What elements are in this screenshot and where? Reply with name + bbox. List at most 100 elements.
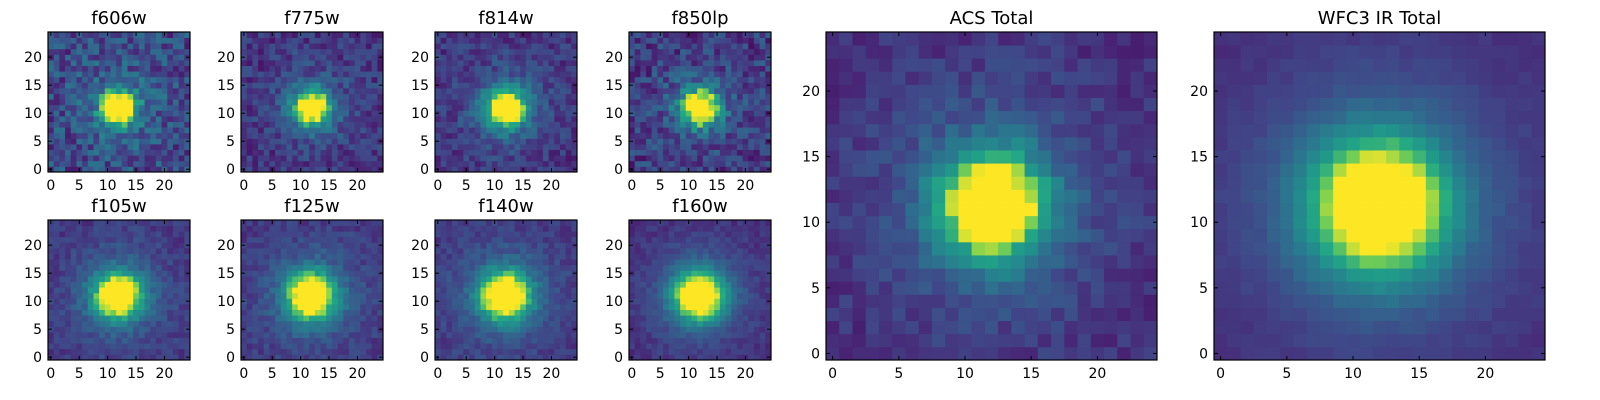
heatmap-cell: [178, 93, 185, 100]
heatmap-cell: [731, 166, 738, 173]
heatmap-cell: [59, 225, 66, 232]
heatmap-cell: [365, 348, 373, 355]
heatmap-cell: [286, 270, 293, 277]
heatmap-cell: [155, 332, 162, 338]
heatmap-cell: [309, 144, 316, 150]
heatmap-cell: [303, 253, 310, 260]
heatmap-cell: [742, 110, 749, 117]
panel-title: f606w: [91, 8, 146, 29]
heatmap-cell: [486, 82, 493, 89]
heatmap-cell: [314, 116, 321, 122]
heatmap-cell: [514, 315, 521, 322]
heatmap-cell: [377, 93, 384, 100]
heatmap-cell: [241, 236, 248, 243]
heatmap-cell: [651, 48, 658, 55]
heatmap-cell: [640, 326, 647, 333]
heatmap-cell: [697, 110, 704, 117]
heatmap-cell: [731, 99, 738, 106]
heatmap-cell: [469, 132, 476, 139]
heatmap-cell: [314, 287, 321, 294]
heatmap-cell: [668, 93, 675, 100]
heatmap-cell: [246, 248, 253, 254]
heatmap-cell: [178, 326, 185, 333]
heatmap-cell: [668, 309, 675, 316]
heatmap-cell: [486, 326, 493, 333]
heatmap-cell: [765, 287, 772, 294]
heatmap-cell: [331, 343, 338, 350]
heatmap-cell: [292, 144, 299, 150]
heatmap-cell: [76, 116, 83, 122]
heatmap-cell: [708, 287, 715, 294]
heatmap-cell: [331, 71, 338, 78]
heatmap-cell: [371, 104, 378, 111]
heatmap-cell: [172, 337, 180, 344]
heatmap-cell: [343, 332, 350, 338]
heatmap-cell: [634, 60, 641, 66]
heatmap-cell: [651, 160, 658, 167]
heatmap-cell: [286, 149, 293, 156]
heatmap-cell: [452, 281, 459, 288]
heatmap-cell: [725, 132, 732, 139]
heatmap-cell: [70, 225, 77, 232]
heatmap-cell: [354, 82, 361, 89]
heatmap-cell: [360, 144, 367, 150]
heatmap-cell: [548, 264, 555, 271]
heatmap-cell: [657, 54, 664, 61]
heatmap-cell: [685, 121, 692, 128]
heatmap-cell: [640, 149, 647, 156]
heatmap-cell: [258, 304, 265, 310]
heatmap-cell: [263, 326, 270, 333]
heatmap-cell: [651, 155, 658, 162]
heatmap-cell: [292, 281, 299, 288]
heatmap-cell: [87, 54, 94, 61]
heatmap-cell: [748, 54, 755, 61]
heatmap-cell: [99, 65, 106, 72]
heatmap-cell: [446, 155, 453, 162]
heatmap-cell: [70, 93, 77, 100]
heatmap-cell: [463, 292, 470, 299]
heatmap-cell: [150, 248, 157, 254]
heatmap-cell: [680, 110, 687, 117]
heatmap-cell: [508, 160, 515, 167]
heatmap-cell: [155, 225, 162, 232]
heatmap-cell: [82, 166, 89, 173]
heatmap-cell: [508, 248, 515, 254]
heatmap-cell: [742, 88, 749, 94]
heatmap-cell: [246, 37, 253, 44]
heatmap-cell: [172, 54, 180, 61]
heatmap-cell: [542, 71, 549, 78]
heatmap-cell: [303, 304, 310, 310]
heatmap-cell: [571, 264, 578, 271]
heatmap-cell: [697, 292, 704, 299]
heatmap-cell: [87, 343, 94, 350]
heatmap-cell: [138, 60, 145, 66]
heatmap-cell: [736, 298, 743, 305]
heatmap-cell: [70, 292, 77, 299]
heatmap-cell: [138, 253, 145, 260]
heatmap-cell: [354, 253, 361, 260]
heatmap-cell: [753, 287, 761, 294]
heatmap-cell: [53, 287, 60, 294]
heatmap-cell: [525, 304, 532, 310]
heatmap-cell: [269, 110, 276, 117]
heatmap-cell: [309, 48, 316, 55]
heatmap-cell: [446, 54, 453, 61]
heatmap-cell: [474, 281, 481, 288]
heatmap-cell: [491, 343, 498, 350]
heatmap-cell: [748, 315, 755, 322]
heatmap-cell: [167, 225, 174, 232]
heatmap-cell: [241, 292, 248, 299]
heatmap-cell: [343, 138, 350, 145]
heatmap-cell: [697, 54, 704, 61]
heatmap-cell: [53, 276, 60, 282]
heatmap-cell: [542, 326, 549, 333]
heatmap-cell: [452, 54, 459, 61]
heatmap-cell: [736, 82, 743, 89]
heatmap-cell: [537, 253, 544, 260]
heatmap-cell: [680, 116, 687, 122]
heatmap-cell: [99, 253, 106, 260]
heatmap-cell: [59, 48, 66, 55]
heatmap-cell: [525, 332, 532, 338]
heatmap-cell: [286, 236, 293, 243]
